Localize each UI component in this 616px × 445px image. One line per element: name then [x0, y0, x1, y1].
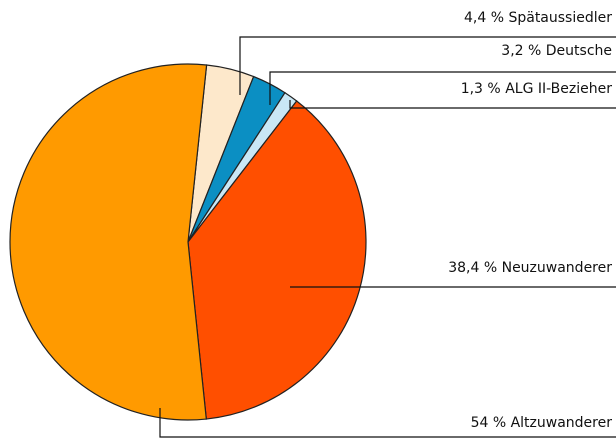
slice-label: 54 % Altzuwanderer — [471, 415, 613, 431]
value-label: 38,4 % — [448, 260, 497, 276]
slice-label: 38,4 % Neuzuwanderer — [448, 260, 612, 276]
category-label: Spätaussiedler — [508, 10, 612, 26]
pie-slice — [9, 63, 208, 421]
value-label: 3,2 % — [501, 43, 541, 59]
slice-label: 1,3 % ALG II-Bezieher — [461, 81, 613, 97]
value-label: 1,3 % — [461, 81, 501, 97]
category-label: Altzuwanderer — [511, 415, 613, 431]
category-label: Deutsche — [546, 43, 612, 59]
pie-slice — [187, 100, 367, 420]
leader-line — [289, 100, 616, 109]
slice-label: 3,2 % Deutsche — [501, 43, 612, 59]
category-label: Neuzuwanderer — [502, 260, 613, 276]
leader-line — [239, 36, 616, 95]
value-label: 4,4 % — [464, 10, 504, 26]
slice-label: 4,4 % Spätaussiedler — [464, 10, 612, 26]
leader-line — [159, 408, 616, 438]
leader-line — [269, 71, 616, 105]
category-label: ALG II-Bezieher — [505, 81, 612, 97]
value-label: 54 % — [471, 415, 507, 431]
